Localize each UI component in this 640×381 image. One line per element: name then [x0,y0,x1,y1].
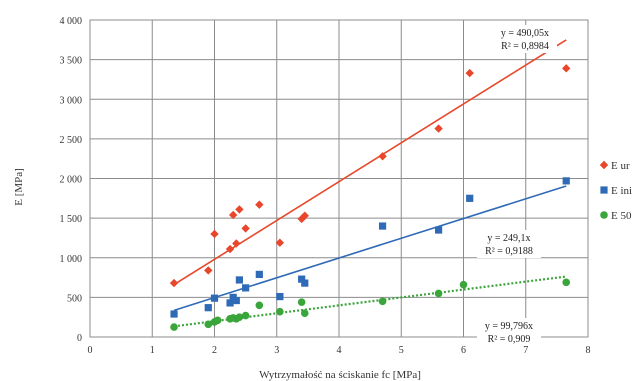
point-e-ini [232,296,240,305]
y-tick-label: 0 [77,333,82,344]
point-e-50 [204,320,213,329]
point-e-50 [213,316,222,325]
point-e-ini [210,294,219,302]
y-tick-label: 3 500 [60,56,83,67]
annotation-bg-e-ur [493,25,557,53]
point-e-ini [466,194,474,202]
point-e-ur [562,64,571,73]
point-e-ini [242,284,250,292]
tick-labels: 0 1 2 3 4 5 6 7 8 0 500 1 000 1 500 2 000 2 500 3 000 3 … [60,16,591,356]
x-axis-label: Wytrzymałość na ściskanie fc [MPa] [259,369,421,381]
legend-marker-e-ur [599,160,609,170]
data-points [169,64,571,331]
equation-e-ur: y = 490,05x [501,28,549,39]
y-tick-label: 500 [67,293,82,304]
point-e-50 [562,278,571,287]
x-tick-label: 8 [586,345,591,356]
point-e-ur [228,210,238,220]
y-tick-label: 1 000 [60,254,83,265]
legend-marker-e-50 [600,211,608,219]
trendline-e-ini [173,185,567,312]
point-e-ur [204,266,213,275]
point-e-ini [298,275,306,283]
point-e-ur [434,124,443,133]
point-e-ini [378,222,387,230]
equation-e-ini: y = 249,1x [487,233,530,244]
point-e-ini [235,276,243,284]
legend-label-e-50: E 50 [611,210,632,222]
point-e-ur [241,224,250,233]
r-squared-e-ini: R² = 0,9188 [485,246,533,257]
x-tick-label: 5 [399,345,404,356]
point-e-50 [378,297,387,306]
y-tick-label: 2 000 [60,175,83,186]
r-squared-e-ur: R² = 0,8984 [501,41,549,52]
point-e-ini [255,270,263,278]
legend-label-e-ini: E ini [611,185,632,197]
annotation-bg-e-50 [477,318,541,346]
point-e-ur [255,200,264,209]
x-tick-label: 1 [150,345,155,356]
y-tick-label: 1 500 [60,214,83,225]
point-e-ini [276,292,284,301]
point-e-ur [232,239,241,248]
point-e-ini [204,304,212,312]
x-tick-label: 7 [523,345,528,356]
r-squared-e-50: R² = 0,909 [488,334,531,345]
legend-label-e-ur: E ur [611,160,630,172]
point-e-ini [435,226,443,234]
point-e-ur [378,152,387,161]
x-tick-label: 2 [212,345,217,356]
y-axis-label: E [MPa] [13,168,25,206]
point-e-50 [459,280,468,289]
y-tick-label: 4 000 [60,16,83,27]
point-e-ur [225,244,235,254]
x-tick-label: 4 [337,345,342,356]
point-e-ini [226,299,234,307]
grid [89,19,589,338]
point-e-ini [562,177,570,185]
x-tick-label: 0 [88,345,93,356]
annotation-bg-e-ini [477,230,541,258]
equation-e-50: y = 99,796x [485,321,533,332]
point-e-50 [235,313,244,321]
point-e-ini [170,310,178,318]
point-e-50 [434,289,443,298]
x-tick-label: 6 [461,345,466,356]
point-e-ur [300,211,309,220]
legend-marker-e-ini [600,186,608,194]
legend: E ur E ini E 50 [599,160,632,222]
point-e-ini [301,279,309,287]
point-e-ur [169,278,179,288]
point-e-50 [255,301,264,310]
point-e-ur [210,229,219,239]
point-e-ur [465,68,474,78]
point-e-50 [241,311,250,320]
x-tick-label: 3 [274,345,279,356]
point-e-50 [297,298,306,306]
point-e-50 [300,309,309,318]
point-e-ur [275,238,285,247]
point-e-50 [170,323,178,331]
y-tick-label: 2 500 [60,135,83,146]
point-e-50 [276,307,284,316]
point-e-ur [235,205,244,214]
trendline-annotations: y = 490,05x R² = 0,8984 y = 249,1x R² = 0,9… [477,25,557,346]
y-tick-label: 3 000 [60,95,83,106]
